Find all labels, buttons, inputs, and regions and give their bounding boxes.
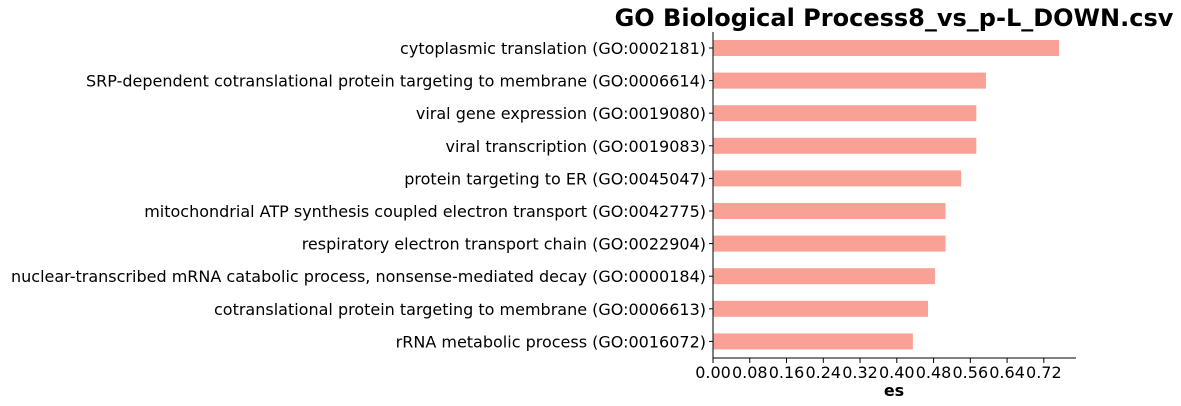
x-ticks: 0.00 0.08 0.16 0.24 0.32 0.40 0.48 0.56 0.64 0.72 <box>695 358 1062 382</box>
bar-0 <box>713 40 1059 56</box>
y-tick-label-8: cotranslational protein targeting to mem… <box>214 300 706 319</box>
chart-title: GO Biological Process8_vs_p-L_DOWN.csv <box>615 4 1174 32</box>
x-tick-label-1: 0.08 <box>732 363 768 382</box>
y-tick-label-2: viral gene expression (GO:0019080) <box>416 104 706 123</box>
x-tick-label-2: 0.16 <box>769 363 805 382</box>
bar-6 <box>713 235 946 252</box>
bar-5 <box>713 203 946 219</box>
bar-2 <box>713 105 977 122</box>
bar-3 <box>713 137 977 154</box>
bar-9 <box>713 333 913 350</box>
y-tick-label-3: viral transcription (GO:0019083) <box>445 137 706 156</box>
y-tick-label-9: rRNA metabolic process (GO:0016072) <box>396 332 706 351</box>
x-tick-label-8: 0.64 <box>989 363 1025 382</box>
bar-4 <box>713 170 962 187</box>
bars-group <box>713 40 1059 350</box>
bar-1 <box>713 72 986 89</box>
x-tick-label-3: 0.24 <box>805 363 841 382</box>
y-tick-label-5: mitochondrial ATP synthesis coupled elec… <box>144 202 706 221</box>
x-tick-label-6: 0.48 <box>916 363 952 382</box>
x-tick-label-0: 0.00 <box>695 363 731 382</box>
bar-7 <box>713 268 935 285</box>
y-tick-label-0: cytoplasmic translation (GO:0002181) <box>400 39 706 58</box>
y-tick-label-4: protein targeting to ER (GO:0045047) <box>404 169 706 188</box>
y-tick-label-1: SRP-dependent cotranslational protein ta… <box>86 72 706 91</box>
x-tick-label-4: 0.32 <box>842 363 878 382</box>
y-tick-label-7: nuclear-transcribed mRNA catabolic proce… <box>11 267 706 286</box>
x-tick-label-5: 0.40 <box>879 363 915 382</box>
y-tick-label-6: respiratory electron transport chain (GO… <box>302 235 706 254</box>
x-tick-label-7: 0.56 <box>953 363 989 382</box>
y-tick-labels: cytoplasmic translation (GO:0002181) SRP-… <box>11 39 713 351</box>
bar-8 <box>713 300 929 317</box>
x-tick-label-9: 0.72 <box>1026 363 1062 382</box>
x-axis-label: es <box>884 381 904 400</box>
